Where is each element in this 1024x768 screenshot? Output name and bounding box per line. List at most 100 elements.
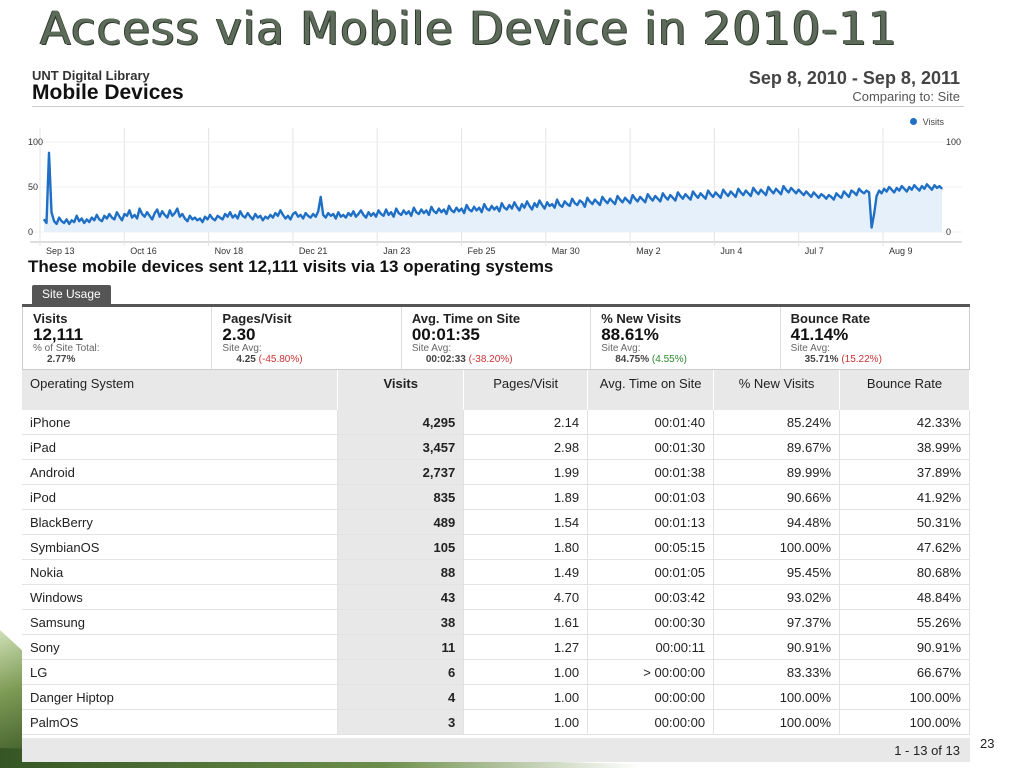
table-row[interactable]: LG 6 1.00 > 00:00:00 83.33% 66.67% [22, 659, 970, 685]
cell-visits: 4,295 [337, 410, 465, 435]
chart-point-visits [918, 190, 921, 192]
chart-y-tick-label-left: 0 [28, 227, 33, 237]
report-title: Mobile Devices [32, 81, 184, 104]
chart-point-visits [144, 216, 146, 218]
chart-point-visits [232, 217, 234, 219]
metric-pages-per-visit[interactable]: Pages/Visit 2.30 Site Avg: 4.25 (-45.80%… [211, 307, 400, 369]
chart-point-visits [408, 210, 410, 212]
chart-point-visits [717, 194, 719, 196]
chart-point-visits [571, 198, 573, 200]
column-header-visits[interactable]: Visits [337, 370, 465, 410]
metric-new-visits[interactable]: % New Visits 88.61% Site Avg: 84.75% (4.… [590, 307, 779, 369]
cell-bounce-rate: 66.67% [839, 659, 970, 685]
cell-os[interactable]: PalmOS [22, 709, 339, 735]
column-header-pages-visit[interactable]: Pages/Visit [463, 370, 589, 410]
cell-os[interactable]: BlackBerry [22, 509, 339, 535]
chart-point-visits [237, 217, 239, 220]
chart-point-visits [888, 186, 890, 188]
table-row[interactable]: Windows 43 4.70 00:03:42 93.02% 48.84% [22, 584, 970, 610]
chart-point-visits [262, 219, 264, 221]
date-range-selector[interactable]: Sep 8, 2010 - Sep 8, 2011 [748, 68, 960, 88]
table-row[interactable]: Danger Hiptop 4 1.00 00:00:00 100.00% 100.00% [22, 684, 970, 710]
chart-point-visits [445, 213, 448, 215]
table-row[interactable]: iPhone 4,295 2.14 00:01:40 85.24% 42.33% [22, 410, 970, 435]
chart-point-visits [684, 193, 687, 195]
chart-point-visits [179, 216, 181, 218]
table-row[interactable]: BlackBerry 489 1.54 00:01:13 94.48% 50.31% [22, 509, 970, 535]
cell-os[interactable]: SymbianOS [22, 534, 339, 560]
chart-point-visits [352, 210, 354, 212]
column-header-bounce-rate[interactable]: Bounce Rate [839, 370, 970, 410]
chart-x-tick-label: May 2 [636, 246, 661, 256]
chart-point-visits [211, 217, 214, 220]
chart-point-visits [554, 207, 556, 209]
cell-visits: 43 [337, 584, 465, 610]
chart-point-visits [780, 193, 782, 195]
table-row[interactable]: Nokia 88 1.49 00:01:05 95.45% 80.68% [22, 559, 970, 585]
table-row[interactable]: Android 2,737 1.99 00:01:38 89.99% 37.89% [22, 459, 970, 485]
chart-point-visits [136, 217, 138, 220]
cell-os[interactable]: Samsung [22, 609, 339, 635]
chart-point-visits [715, 191, 717, 193]
chart-point-visits [606, 202, 609, 204]
chart-point-visits [928, 186, 931, 188]
metric-visits[interactable]: Visits 12,111 % of Site Total: 2.77% [23, 307, 211, 369]
cell-os[interactable]: LG [22, 659, 339, 685]
cell-os[interactable]: iPhone [22, 410, 339, 435]
chart-point-visits [604, 199, 606, 202]
chart-point-visits [121, 219, 123, 221]
chart-point-visits [362, 214, 365, 216]
chart-point-visits [614, 203, 616, 205]
column-header-os[interactable]: Operating System [22, 370, 339, 410]
chart-point-visits [282, 214, 284, 216]
table-row[interactable]: iPod 835 1.89 00:01:03 90.66% 41.92% [22, 484, 970, 510]
metric-change: (-45.80%) [258, 354, 303, 365]
column-header-new-visits[interactable]: % New Visits [713, 370, 841, 410]
chart-point-visits [272, 217, 274, 219]
chart-point-visits [181, 213, 183, 215]
chart-point-visits [400, 214, 402, 216]
column-header-avg-time[interactable]: Avg. Time on Site [587, 370, 715, 410]
metric-site-avg: 00:02:33 (-38.20%) [425, 354, 513, 365]
chart-point-visits [662, 192, 664, 194]
chart-x-tick-label: Sep 13 [46, 246, 75, 256]
chart-point-visits [913, 184, 915, 186]
table-row[interactable]: Samsung 38 1.61 00:00:30 97.37% 55.26% [22, 609, 970, 635]
chart-point-visits [196, 219, 198, 221]
cell-os[interactable]: iPod [22, 484, 339, 510]
cell-os[interactable]: Android [22, 459, 339, 485]
table-row[interactable]: Sony 11 1.27 00:00:11 90.91% 90.91% [22, 634, 970, 660]
cell-visits: 38 [337, 609, 465, 635]
table-row[interactable]: PalmOS 3 1.00 00:00:00 100.00% 100.00% [22, 709, 970, 735]
table-row[interactable]: iPad 3,457 2.98 00:01:30 89.67% 38.99% [22, 434, 970, 460]
chart-point-visits [466, 204, 468, 206]
chart-point-visits [154, 212, 156, 214]
chart-point-visits [342, 214, 344, 216]
cell-os[interactable]: Nokia [22, 559, 339, 585]
chart-point-visits [171, 215, 173, 217]
chart-point-visits [93, 219, 95, 221]
chart-point-visits [669, 194, 671, 196]
chart-point-visits [450, 209, 453, 211]
chart-point-visits [800, 191, 802, 193]
chart-point-visits [659, 200, 661, 202]
metric-avg-time-on-site[interactable]: Avg. Time on Site 00:01:35 Site Avg: 00:… [400, 307, 590, 369]
table-row[interactable]: SymbianOS 105 1.80 00:05:15 100.00% 47.62% [22, 534, 970, 560]
cell-new-visits: 89.67% [713, 434, 841, 460]
chart-point-visits [803, 194, 805, 196]
chart-point-visits [76, 215, 78, 217]
cell-os[interactable]: Danger Hiptop [22, 684, 339, 710]
cell-os[interactable]: Sony [22, 634, 339, 660]
chart-point-visits [463, 212, 465, 214]
slide-number: 23 [980, 736, 995, 751]
chart-point-visits [68, 223, 70, 225]
cell-avg-time: 00:01:03 [587, 484, 715, 510]
cell-os[interactable]: Windows [22, 584, 339, 610]
chart-point-visits [284, 217, 287, 220]
chart-x-tick-label: Feb 25 [468, 246, 496, 256]
tab-site-usage[interactable]: Site Usage [32, 285, 111, 304]
metric-bounce-rate[interactable]: Bounce Rate 41.14% Site Avg: 35.71% (15.… [779, 307, 969, 369]
chart-point-visits [705, 198, 707, 200]
cell-os[interactable]: iPad [22, 434, 339, 460]
chart-point-visits [252, 218, 254, 220]
